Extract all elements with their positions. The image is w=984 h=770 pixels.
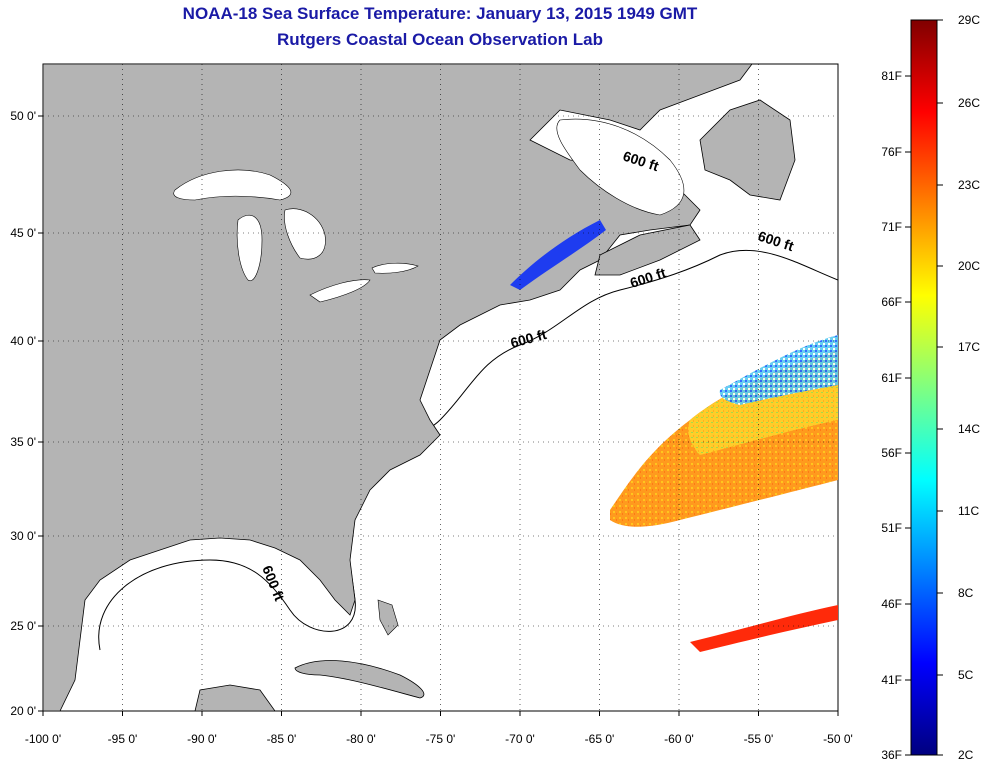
lon-tick-label: -85 0' [267, 732, 297, 746]
lon-tick-label: -65 0' [585, 732, 615, 746]
lon-tick-label: -70 0' [505, 732, 535, 746]
colorbar-f-label: 41F [881, 673, 902, 687]
colorbar-c-label: 17C [958, 340, 980, 354]
lon-tick-label: -75 0' [426, 732, 456, 746]
lat-tick-label: 45 0' [10, 226, 36, 240]
lat-tick-label: 50 0' [10, 109, 36, 123]
lon-tick-label: -60 0' [664, 732, 694, 746]
colorbar-c-label: 8C [958, 586, 974, 600]
lon-tick-label: -95 0' [108, 732, 138, 746]
lake-huron [284, 208, 326, 260]
colorbar-f-label: 51F [881, 521, 902, 535]
colorbar-c-label: 2C [958, 748, 974, 762]
land-yucatan [194, 684, 276, 711]
lon-tick-label: -50 0' [823, 732, 853, 746]
colorbar-f-label: 46F [881, 597, 902, 611]
lat-tick-label: 20 0' [10, 704, 36, 718]
colorbar-c-label: 26C [958, 96, 980, 110]
colorbar-f-label: 71F [881, 220, 902, 234]
lake-ontario [371, 262, 419, 274]
colorbar-c-label: 29C [958, 13, 980, 27]
gulf-st-lawrence [556, 118, 685, 216]
sst-swath-cold-edge [719, 335, 838, 405]
lake-erie [309, 279, 371, 303]
land-cuba [294, 660, 425, 699]
map-title: NOAA-18 Sea Surface Temperature: January… [182, 4, 698, 23]
map-axes: -100 0' -95 0' -90 0' -85 0' -80 0' -75 0' -70… [10, 109, 852, 746]
land-newfoundland [699, 99, 796, 201]
colorbar-f-label: 66F [881, 295, 902, 309]
lat-tick-label: 30 0' [10, 529, 36, 543]
colorbar-c-label: 11C [958, 504, 979, 518]
lon-tick-label: -100 0' [25, 732, 61, 746]
colorbar-ticks: 36F 41F 46F 51F 56F 61F 66F 71F 76F 81F 2C 5C 8C 11C 1… [881, 13, 980, 762]
colorbar-f-label: 76F [881, 145, 902, 159]
sst-swath-south [690, 605, 838, 652]
lon-tick-label: -90 0' [187, 732, 217, 746]
colorbar-f-label: 56F [881, 446, 902, 460]
land-north-america [43, 64, 753, 711]
colorbar [910, 19, 938, 756]
colorbar-c-label: 20C [958, 259, 980, 273]
lon-tick-label: -80 0' [346, 732, 376, 746]
colorbar-c-label: 5C [958, 668, 974, 682]
colorbar-f-label: 81F [881, 69, 902, 83]
map-subtitle: Rutgers Coastal Ocean Observation Lab [277, 30, 603, 49]
lon-tick-label: -55 0' [744, 732, 774, 746]
lat-tick-label: 40 0' [10, 334, 36, 348]
lake-superior [173, 169, 292, 201]
land-nova-scotia [594, 224, 701, 276]
sst-coastal-cold [510, 220, 606, 290]
colorbar-f-label: 61F [881, 371, 902, 385]
colorbar-c-label: 14C [958, 422, 980, 436]
lake-michigan [236, 215, 263, 282]
lat-tick-label: 35 0' [10, 435, 36, 449]
lat-tick-label: 25 0' [10, 619, 36, 633]
colorbar-c-label: 23C [958, 178, 980, 192]
colorbar-f-label: 36F [881, 748, 902, 762]
